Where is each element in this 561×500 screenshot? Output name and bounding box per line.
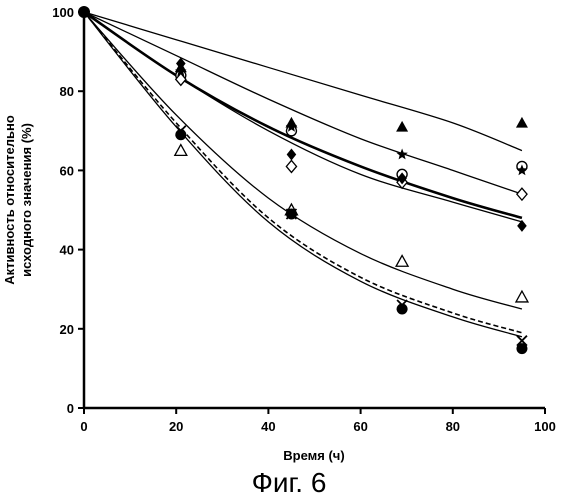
data-point-filled-circle (397, 304, 408, 315)
y-tick-label: 20 (60, 322, 74, 337)
data-point-origin (78, 6, 90, 18)
y-tick-label: 60 (60, 163, 74, 178)
chart-axes: 0 20 40 60 80 100 0 20 40 60 80 100 (52, 5, 556, 434)
y-tick-label: 100 (52, 5, 74, 20)
x-tick-label: 20 (169, 419, 183, 434)
fit-curves (84, 12, 522, 337)
y-axis-label-line-2: исходного значения (%) (19, 123, 34, 277)
data-point-open-triangle (516, 291, 528, 302)
y-tick-label: 0 (67, 401, 74, 416)
data-point-filled-triangle (516, 117, 528, 128)
data-point-open-diamond (517, 188, 527, 200)
x-tick-label: 0 (80, 419, 87, 434)
x-axis-label: Время (ч) (283, 448, 344, 463)
y-tick-label: 80 (60, 84, 74, 99)
data-point-filled-circle (286, 208, 297, 219)
y-axis-label-line-1: Активность относительно (2, 115, 17, 285)
x-tick-label: 80 (446, 419, 460, 434)
x-tick-label: 100 (534, 419, 556, 434)
data-point-filled-triangle (396, 121, 408, 132)
fit-curve (84, 12, 522, 333)
data-point-filled-diamond (287, 149, 297, 161)
data-point-filled-circle (175, 129, 186, 140)
fit-curve (84, 12, 522, 337)
data-point-filled-circle (516, 343, 527, 354)
y-tick-label: 40 (60, 243, 74, 258)
data-point-open-triangle (396, 255, 408, 266)
figure-caption: Фиг. 6 (252, 467, 327, 498)
data-point-open-diamond (286, 160, 296, 172)
data-point-star (396, 149, 407, 160)
x-tick-label: 40 (261, 419, 275, 434)
data-point-open-triangle (175, 145, 187, 156)
fit-curve (84, 12, 522, 194)
data-markers (78, 6, 528, 354)
x-tick-label: 60 (353, 419, 367, 434)
fit-curve (84, 12, 522, 151)
data-point-filled-diamond (517, 220, 527, 232)
